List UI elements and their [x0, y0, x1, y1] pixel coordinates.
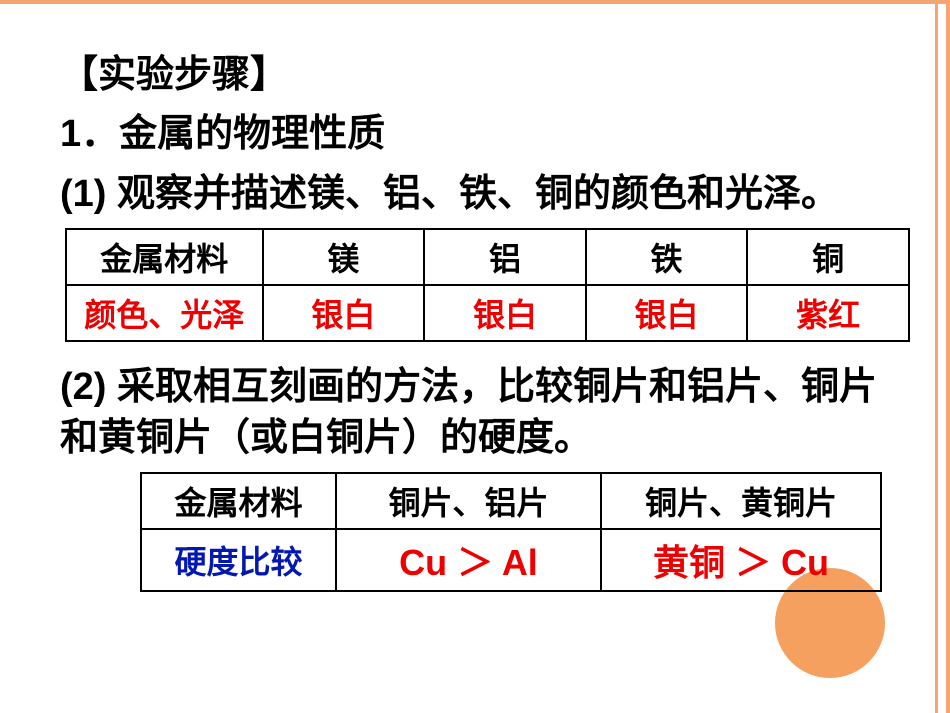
section1-title: 1．金属的物理性质: [60, 109, 910, 160]
table-value-cell: 银白: [263, 285, 425, 341]
table-header-cell: 镁: [263, 229, 425, 285]
table-header-cell: 铜片、铝片: [336, 473, 601, 529]
table-row: 硬度比较 Cu ＞ Al 黄铜 ＞ Cu: [141, 529, 881, 591]
table-header-cell: 金属材料: [66, 229, 263, 285]
slide-content: 【实验步骤】 1．金属的物理性质 (1) 观察并描述镁、铝、铁、铜的颜色和光泽。…: [60, 50, 910, 610]
metal-color-table: 金属材料 镁 铝 铁 铜 颜色、光泽 银白 银白 银白 紫红: [65, 228, 910, 342]
table-row: 颜色、光泽 银白 银白 银白 紫红: [66, 285, 909, 341]
table-header-cell: 铜片、黄铜片: [601, 473, 881, 529]
section2-subtitle: (2) 采取相互刻画的方法，比较铜片和铝片、铜片和黄铜片（或白铜片）的硬度。: [60, 362, 910, 465]
table-header-cell: 铝: [424, 229, 586, 285]
title-bracket: 【实验步骤】: [60, 50, 910, 101]
table-row-label: 硬度比较: [141, 529, 336, 591]
table-value-cell: 黄铜 ＞ Cu: [601, 529, 881, 591]
section1-subtitle: (1) 观察并描述镁、铝、铁、铜的颜色和光泽。: [60, 169, 910, 220]
table-header-cell: 金属材料: [141, 473, 336, 529]
table-row-label: 颜色、光泽: [66, 285, 263, 341]
table-row: 金属材料 镁 铝 铁 铜: [66, 229, 909, 285]
table-value-cell: 银白: [424, 285, 586, 341]
table-value-cell: 紫红: [747, 285, 909, 341]
table-header-cell: 铜: [747, 229, 909, 285]
table-row: 金属材料 铜片、铝片 铜片、黄铜片: [141, 473, 881, 529]
table-value-cell: Cu ＞ Al: [336, 529, 601, 591]
hardness-table: 金属材料 铜片、铝片 铜片、黄铜片 硬度比较 Cu ＞ Al 黄铜 ＞ Cu: [140, 472, 882, 592]
table-header-cell: 铁: [586, 229, 748, 285]
table-value-cell: 银白: [586, 285, 748, 341]
